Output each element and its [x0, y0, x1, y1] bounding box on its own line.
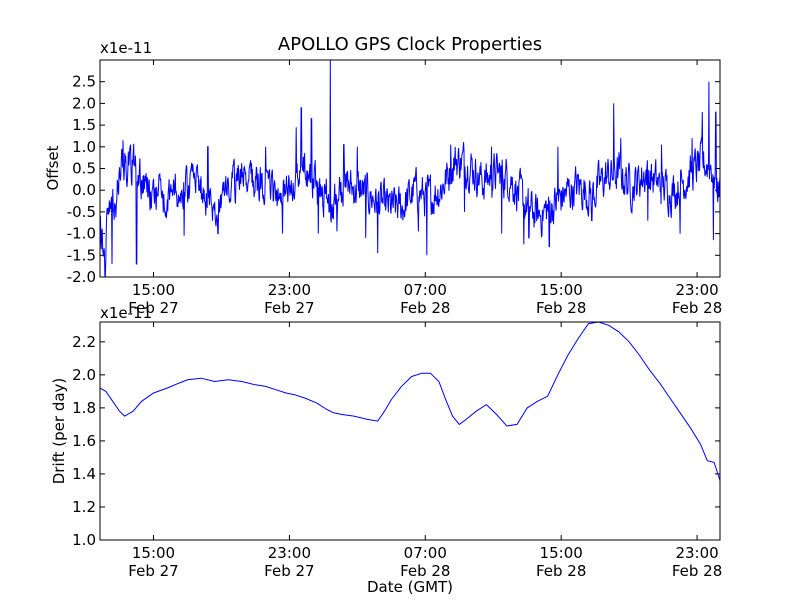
x-tick-time-label: 07:00 [404, 544, 447, 562]
chart-title: APOLLO GPS Clock Properties [278, 34, 542, 55]
x-tick-date-label: Feb 28 [672, 299, 722, 317]
y-tick-label: 1.0 [72, 531, 96, 549]
y-tick-label: 2.5 [72, 73, 96, 91]
y-tick-label: -2.0 [67, 268, 96, 286]
x-axis-label: Date (GMT) [367, 578, 453, 596]
y-tick-label: -1.0 [67, 225, 96, 243]
x-tick-time-label: 23:00 [675, 544, 718, 562]
y-tick-label: 2.0 [72, 366, 96, 384]
drift-ylabel: Drift (per day) [50, 378, 68, 485]
y-tick-label: 1.0 [72, 138, 96, 156]
y-tick-label: 2.2 [72, 333, 96, 351]
offset-plot-area: -2.0-1.5-1.0-0.50.00.51.01.52.02.515:00F… [67, 60, 722, 317]
y-tick-label: 1.8 [72, 399, 96, 417]
y-tick-label: -1.5 [67, 246, 96, 264]
drift-panel: x1e-11 Drift (per day) 1.0 1.2 1.4 1.6 1.8 2.… [50, 304, 722, 580]
x-tick-time-label: 15:00 [132, 544, 175, 562]
offset-scale-label: x1e-11 [100, 39, 152, 57]
x-tick-date-label: Feb 28 [400, 299, 450, 317]
x-tick-date-label: Feb 27 [264, 562, 314, 580]
y-tick-label: 1.6 [72, 432, 96, 450]
y-tick-label: 2.0 [72, 94, 96, 112]
x-tick-time-label: 15:00 [132, 281, 175, 299]
x-tick-date-label: Feb 28 [672, 562, 722, 580]
x-tick-time-label: 23:00 [268, 281, 311, 299]
x-tick-time-label: 07:00 [404, 281, 447, 299]
x-tick-time-label: 23:00 [675, 281, 718, 299]
y-tick-label: 1.5 [72, 116, 96, 134]
x-tick-time-label: 23:00 [268, 544, 311, 562]
offset-series-line [100, 60, 720, 277]
x-tick-date-label: Feb 28 [536, 562, 586, 580]
y-tick-label: 0.5 [72, 160, 96, 178]
drift-scale-label: x1e-11 [100, 304, 152, 322]
y-tick-label: 1.2 [72, 498, 96, 516]
drift-axes-frame [99, 321, 721, 541]
x-tick-date-label: Feb 27 [264, 299, 314, 317]
offset-panel: x1e-11 Offset -2.0 -1.5 -1.0 -0.5 0.0 0.5 1.0 1… [44, 39, 722, 317]
x-tick-date-label: Feb 28 [400, 562, 450, 580]
y-tick-label: -0.5 [67, 203, 96, 221]
offset-axes-frame [99, 59, 721, 278]
y-tick-label: 1.4 [72, 465, 96, 483]
x-tick-time-label: 15:00 [540, 281, 583, 299]
drift-series-line [100, 322, 720, 481]
x-tick-date-label: Feb 28 [536, 299, 586, 317]
x-tick-time-label: 15:00 [540, 544, 583, 562]
x-tick-date-label: Feb 27 [128, 562, 178, 580]
offset-ylabel: Offset [44, 145, 62, 190]
x-tick-date-label: Feb 27 [128, 299, 178, 317]
y-tick-label: 0.0 [72, 181, 96, 199]
